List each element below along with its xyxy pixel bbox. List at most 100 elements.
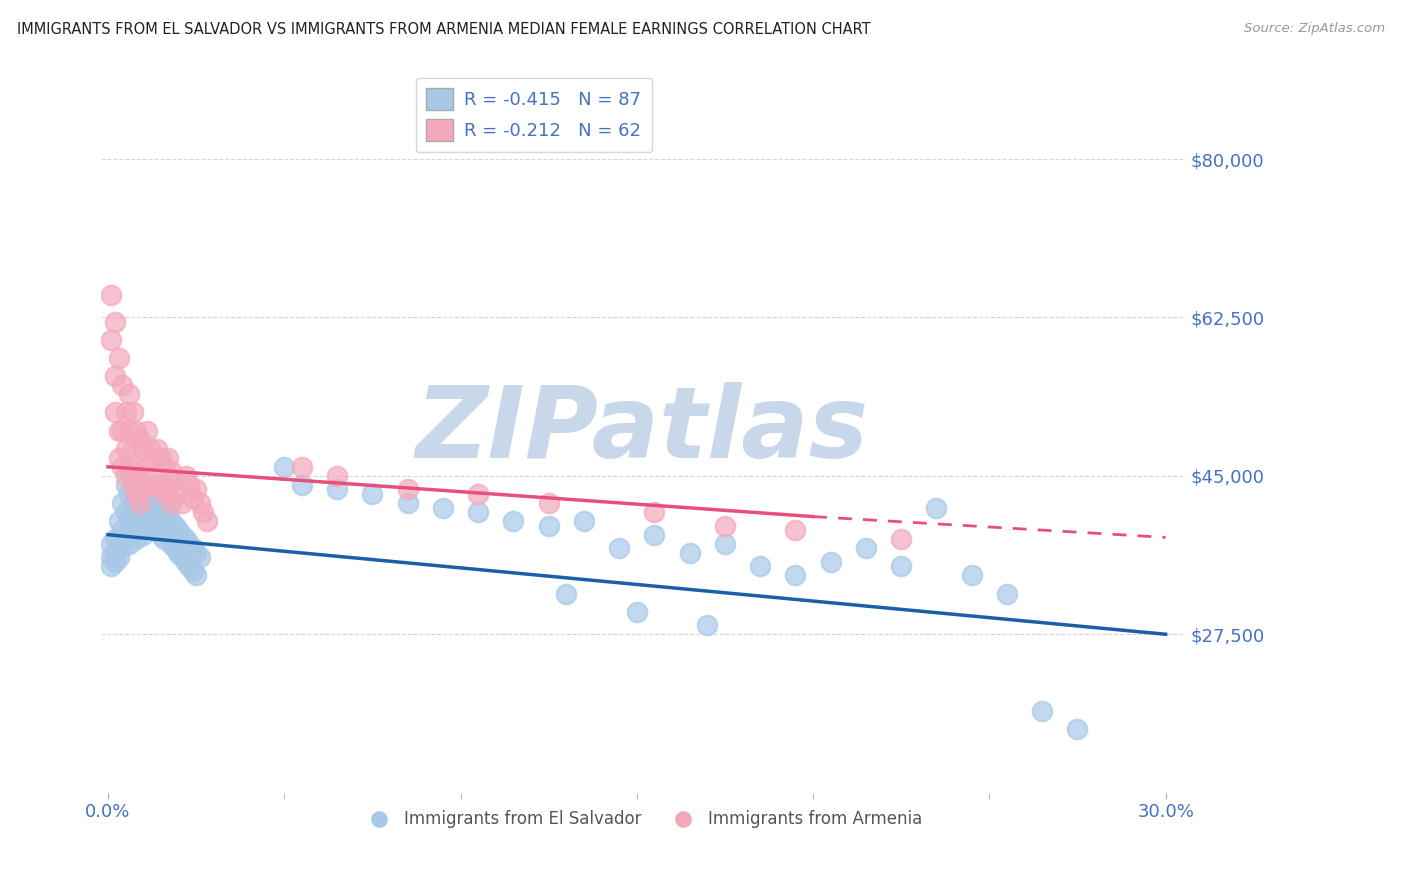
Point [118,459,141,474]
Point [139,478,162,492]
Point [104,532,127,546]
Point [132,442,155,456]
Point [679,546,702,560]
Point [125,509,148,524]
Point [167,546,190,560]
Point [132,505,155,519]
Point [396,496,419,510]
Point [925,500,948,515]
Point [135,487,157,501]
Point [502,514,524,528]
Point [139,518,162,533]
Point [128,468,150,483]
Point [104,546,127,560]
Point [273,459,295,474]
Point [555,586,578,600]
Point [125,459,148,474]
Point [107,450,129,465]
Point [163,541,186,556]
Point [121,405,143,419]
Point [890,559,912,574]
Point [107,514,129,528]
Point [1031,704,1053,718]
Point [170,496,193,510]
Point [188,550,211,565]
Point [100,550,122,565]
Point [132,527,155,541]
Point [714,518,737,533]
Point [396,483,419,497]
Point [607,541,630,556]
Point [643,527,665,541]
Point [855,541,877,556]
Point [174,555,197,569]
Point [170,550,193,565]
Point [139,442,162,456]
Point [146,442,169,456]
Point [100,537,122,551]
Point [1066,723,1088,737]
Point [146,518,169,533]
Point [135,459,157,474]
Point [163,474,186,488]
Point [107,424,129,438]
Point [135,424,157,438]
Point [160,514,183,528]
Point [626,605,648,619]
Point [149,450,172,465]
Point [153,532,176,546]
Point [467,487,489,501]
Point [326,483,349,497]
Point [118,514,141,528]
Point [167,487,190,501]
Point [114,442,136,456]
Point [177,559,200,574]
Point [643,505,665,519]
Point [104,405,127,419]
Point [111,378,134,392]
Point [170,527,193,541]
Point [326,468,349,483]
Point [184,546,207,560]
Point [121,478,143,492]
Point [149,505,172,519]
Point [142,478,165,492]
Point [184,568,207,582]
Point [104,315,127,329]
Point [118,424,141,438]
Point [111,541,134,556]
Point [160,496,183,510]
Point [114,505,136,519]
Point [156,505,179,519]
Point [107,532,129,546]
Point [146,478,169,492]
Point [125,424,148,438]
Point [153,459,176,474]
Point [820,555,842,569]
Point [104,555,127,569]
Point [432,500,454,515]
Point [960,568,983,582]
Point [191,505,214,519]
Point [100,288,122,302]
Point [114,405,136,419]
Point [537,496,560,510]
Point [114,478,136,492]
Point [749,559,772,574]
Point [572,514,595,528]
Legend: Immigrants from El Salvador, Immigrants from Armenia: Immigrants from El Salvador, Immigrants … [356,804,929,835]
Point [111,496,134,510]
Point [167,523,190,537]
Point [184,483,207,497]
Point [361,487,384,501]
Point [163,518,186,533]
Point [111,523,134,537]
Point [714,537,737,551]
Point [142,500,165,515]
Point [121,496,143,510]
Point [104,369,127,384]
Point [149,478,172,492]
Point [291,478,314,492]
Point [121,468,143,483]
Point [188,496,211,510]
